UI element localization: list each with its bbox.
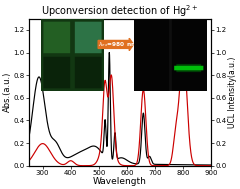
X-axis label: Wavelength: Wavelength (93, 177, 147, 186)
Y-axis label: UCL Intensity(a.u.): UCL Intensity(a.u.) (228, 57, 237, 128)
Text: $\lambda_{ex}$=980 nm: $\lambda_{ex}$=980 nm (98, 40, 138, 49)
Y-axis label: Abs.(a.u.): Abs.(a.u.) (3, 72, 12, 112)
Title: Upconversion detection of Hg$^{2+}$: Upconversion detection of Hg$^{2+}$ (41, 3, 199, 19)
FancyArrow shape (98, 38, 134, 51)
